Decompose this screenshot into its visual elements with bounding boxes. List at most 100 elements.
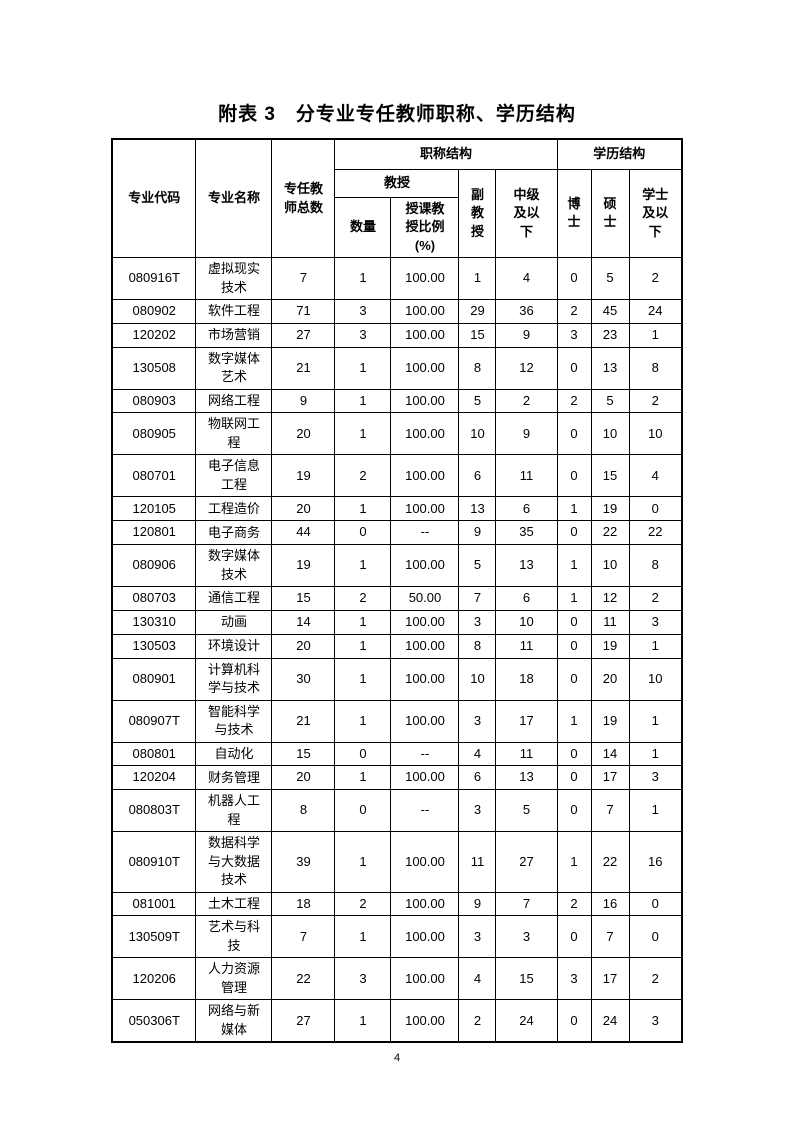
cell-name: 环境设计: [195, 633, 273, 659]
cell-master: 17: [590, 765, 630, 791]
cell-mid-below: 11: [495, 741, 558, 767]
cell-code: 120204: [111, 765, 197, 791]
cell-prof-ratio: 100.00: [390, 633, 460, 659]
cell-code: 080701: [111, 454, 197, 498]
header-major-code: 专业代码: [111, 138, 197, 258]
cell-mid-below: 5: [495, 789, 558, 833]
cell-mid-below: 6: [495, 586, 558, 611]
major-name-text: 土木工程: [207, 895, 260, 911]
cell-name: 虚拟现实技术: [195, 257, 273, 300]
cell-prof-count: 2: [334, 586, 392, 611]
cell-prof-count: 1: [334, 999, 392, 1043]
cell-mid-below: 10: [495, 609, 558, 635]
cell-code: 080910T: [111, 831, 197, 893]
cell-assoc-prof: 7: [458, 586, 497, 611]
header-title-structure: 职称结构: [334, 138, 558, 170]
major-name-text: 虚拟现实技术: [207, 261, 260, 295]
cell-master: 5: [590, 388, 630, 414]
cell-master: 19: [590, 633, 630, 659]
cell-prof-count: 1: [334, 699, 392, 743]
cell-bachelor: 8: [628, 346, 683, 390]
cell-phd: 1: [556, 544, 592, 588]
cell-bachelor: 10: [628, 657, 683, 701]
cell-phd: 0: [556, 657, 592, 701]
header-row-2: 教授 副 教 授 中级 及以 下 博 士 硕 士 学士 及以 下: [112, 168, 683, 258]
cell-bachelor: 3: [628, 609, 683, 635]
cell-total: 71: [271, 299, 336, 324]
cell-bachelor: 1: [628, 633, 683, 659]
cell-prof-count: 0: [334, 520, 392, 546]
cell-total: 39: [271, 831, 336, 893]
cell-phd: 2: [556, 388, 592, 414]
cell-code: 120105: [111, 496, 197, 522]
cell-master: 13: [590, 346, 630, 390]
cell-name: 电子商务: [195, 520, 273, 546]
cell-mid-below: 11: [495, 633, 558, 659]
cell-assoc-prof: 15: [458, 322, 497, 348]
table-row: 130503 环境设计 20 1 100.00 8 11 0 19 1: [111, 633, 683, 659]
cell-mid-below: 2: [495, 388, 558, 414]
cell-code: 130508: [111, 346, 197, 390]
cell-code: 080903: [111, 388, 197, 414]
cell-name: 土木工程: [195, 891, 273, 917]
cell-total: 8: [271, 789, 336, 833]
cell-bachelor: 10: [628, 412, 683, 456]
cell-master: 23: [590, 322, 630, 348]
cell-total: 44: [271, 520, 336, 546]
cell-prof-count: 1: [334, 831, 392, 893]
major-name-text: 环境设计: [207, 638, 260, 653]
cell-name: 财务管理: [195, 765, 273, 791]
cell-prof-count: 3: [334, 322, 392, 348]
table-row: 080910T 数据科学与大数据技术 39 1 100.00 11 27 1 22 16: [111, 831, 683, 893]
cell-code: 130509T: [111, 915, 197, 959]
cell-phd: 1: [556, 586, 592, 611]
cell-phd: 0: [556, 257, 592, 300]
cell-prof-count: 1: [334, 346, 392, 390]
cell-phd: 1: [556, 699, 592, 743]
cell-name: 物联网工程: [195, 412, 273, 456]
table-row: 080916T 虚拟现实技术 7 1 100.00 1 4 0 5 2: [111, 257, 683, 300]
cell-prof-ratio: 100.00: [390, 609, 460, 635]
table-row: 130509T 艺术与科技 7 1 100.00 3 3 0 7 0: [111, 915, 683, 959]
cell-phd: 2: [556, 299, 592, 324]
cell-total: 15: [271, 586, 336, 611]
page-title: 附表 3 分专业专任教师职称、学历结构: [218, 104, 576, 125]
cell-prof-count: 0: [334, 741, 392, 767]
cell-bachelor: 2: [628, 586, 683, 611]
cell-mid-below: 13: [495, 544, 558, 588]
cell-name: 软件工程: [195, 299, 273, 324]
header-intermediate-below: 中级 及以 下: [495, 168, 558, 258]
cell-bachelor: 8: [628, 544, 683, 588]
cell-name: 数据科学与大数据技术: [195, 831, 273, 893]
table-row: 050306T 网络与新媒体 27 1 100.00 2 24 0 24 3: [111, 999, 683, 1043]
cell-prof-ratio: 100.00: [390, 454, 460, 498]
table-row: 120202 市场营销 27 3 100.00 15 9 3 23 1: [111, 322, 683, 348]
major-name-text: 网络工程: [207, 392, 260, 408]
cell-master: 12: [590, 586, 630, 611]
cell-code: 080906: [111, 544, 197, 588]
header-total-teachers: 专任教 师总数: [271, 138, 336, 258]
table-row: 081001 土木工程 18 2 100.00 9 7 2 16 0: [111, 891, 683, 917]
cell-prof-count: 0: [334, 789, 392, 833]
cell-code: 080801: [111, 741, 197, 767]
cell-phd: 0: [556, 741, 592, 767]
cell-name: 动画: [195, 609, 273, 635]
major-name-text: 财务管理: [207, 769, 260, 785]
cell-bachelor: 4: [628, 454, 683, 498]
cell-assoc-prof: 10: [458, 412, 497, 456]
cell-code: 120801: [111, 520, 197, 546]
table-row: 080907T 智能科学与技术 21 1 100.00 3 17 1 19 1: [111, 699, 683, 743]
page-number: 4: [393, 1052, 401, 1065]
cell-mid-below: 24: [495, 999, 558, 1043]
cell-prof-count: 1: [334, 633, 392, 659]
header-row-3: 数量 授课教 授比例 (%): [112, 196, 682, 258]
cell-assoc-prof: 9: [458, 520, 497, 546]
cell-assoc-prof: 10: [458, 657, 497, 701]
cell-mid-below: 15: [495, 957, 558, 1001]
header-major-name: 专业名称: [195, 138, 273, 258]
major-name-text: 电子商务: [207, 524, 260, 540]
table-row: 120206 人力资源管理 22 3 100.00 4 15 3 17 2: [111, 957, 683, 1001]
cell-mid-below: 13: [495, 765, 558, 791]
cell-phd: 0: [556, 999, 592, 1043]
cell-phd: 0: [556, 915, 592, 959]
